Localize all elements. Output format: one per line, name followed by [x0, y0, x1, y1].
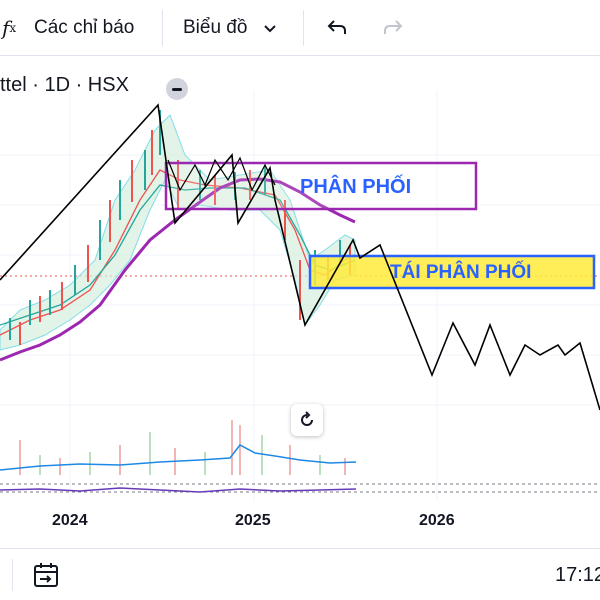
charts-button[interactable]: Biểu đồ: [183, 17, 248, 38]
reset-chart-button[interactable]: [291, 404, 323, 436]
indicators-button[interactable]: Các chỉ báo: [34, 17, 135, 38]
redistribution-zone: [308, 254, 596, 290]
symbol-label: ttel · 1D · HSX: [0, 74, 129, 96]
wave-projection-line: [0, 103, 600, 411]
chart-canvas[interactable]: [0, 60, 600, 540]
date-range-icon[interactable]: [32, 561, 60, 594]
reset-icon: [301, 411, 313, 426]
zigzag-detail-line: [167, 156, 276, 192]
bottom-bar: 17:12: [0, 548, 600, 600]
time-axis-label: 2026: [419, 512, 455, 529]
volume-bars: [19, 420, 346, 475]
moving-average-long: [0, 177, 356, 362]
toolbar-divider: [303, 10, 304, 46]
distribution-zone: [164, 161, 478, 211]
undo-icon[interactable]: [326, 0, 348, 56]
bottom-divider: [12, 559, 13, 591]
toolbar-divider: [162, 10, 163, 46]
redistribution-zone-label: TÁI PHÂN PHỐI: [390, 262, 532, 283]
collapse-legend-button[interactable]: [166, 78, 188, 100]
time-axis-label: 2025: [235, 512, 271, 529]
distribution-zone-label: PHÂN PHỐI: [300, 176, 412, 198]
price-chart[interactable]: ttel · 1D · HSX PHÂN PHỐI TÁI PHÂN PHỐI: [0, 60, 600, 540]
volume-average-line: [0, 444, 357, 471]
chevron-down-icon[interactable]: [262, 0, 278, 56]
redo-icon[interactable]: [382, 0, 404, 56]
time-axis-label: 2024: [52, 512, 88, 529]
time-axis[interactable]: 2024 2025 2026: [0, 504, 600, 540]
oscillator-line: [0, 487, 357, 493]
clock: 17:12: [555, 564, 600, 586]
